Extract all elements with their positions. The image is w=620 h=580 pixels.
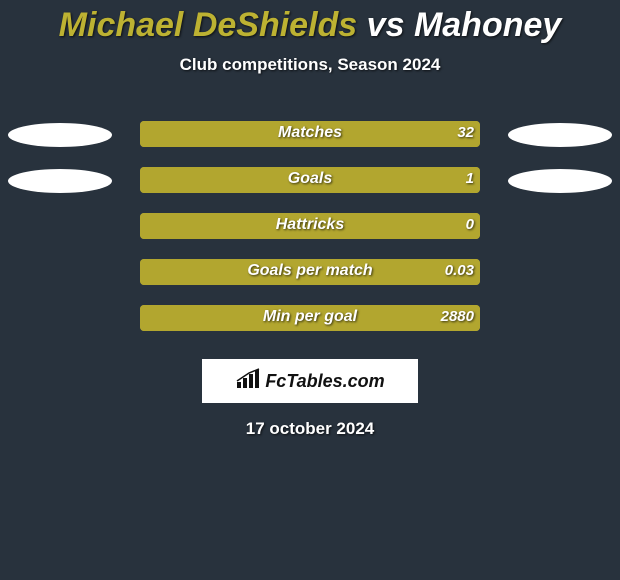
player2-marker <box>508 169 612 193</box>
stat-row: Matches32 <box>0 111 620 157</box>
comparison-rows: Matches32 Goals1 Hattricks0 Goals per match… <box>0 111 620 341</box>
bar-track: Hattricks0 <box>140 213 480 239</box>
brand-box[interactable]: FcTables.com <box>202 359 418 403</box>
bar-fill-p2 <box>140 167 480 193</box>
bar-track: Min per goal2880 <box>140 305 480 331</box>
player1-marker <box>8 123 112 147</box>
player1-marker <box>8 169 112 193</box>
bar-chart-icon <box>235 368 261 395</box>
bar-fill-p2 <box>140 259 480 285</box>
bar-fill-p2 <box>140 121 480 147</box>
title-player2: Mahoney <box>414 6 561 44</box>
stat-row: Goals per match0.03 <box>0 249 620 295</box>
bar-track: Matches32 <box>140 121 480 147</box>
stat-row: Hattricks0 <box>0 203 620 249</box>
bar-track: Goals1 <box>140 167 480 193</box>
stat-row: Min per goal2880 <box>0 295 620 341</box>
stat-row: Goals1 <box>0 157 620 203</box>
player2-marker <box>508 123 612 147</box>
bar-fill-p2 <box>140 213 480 239</box>
brand-text: FcTables.com <box>265 371 384 392</box>
title-player1: Michael DeShields <box>59 6 358 44</box>
bar-track: Goals per match0.03 <box>140 259 480 285</box>
date-label: 17 october 2024 <box>0 419 620 439</box>
page-title: Michael DeShields vs Mahoney <box>0 0 620 45</box>
title-vs: vs <box>367 6 405 44</box>
bar-fill-p2 <box>140 305 480 331</box>
subtitle: Club competitions, Season 2024 <box>0 55 620 75</box>
